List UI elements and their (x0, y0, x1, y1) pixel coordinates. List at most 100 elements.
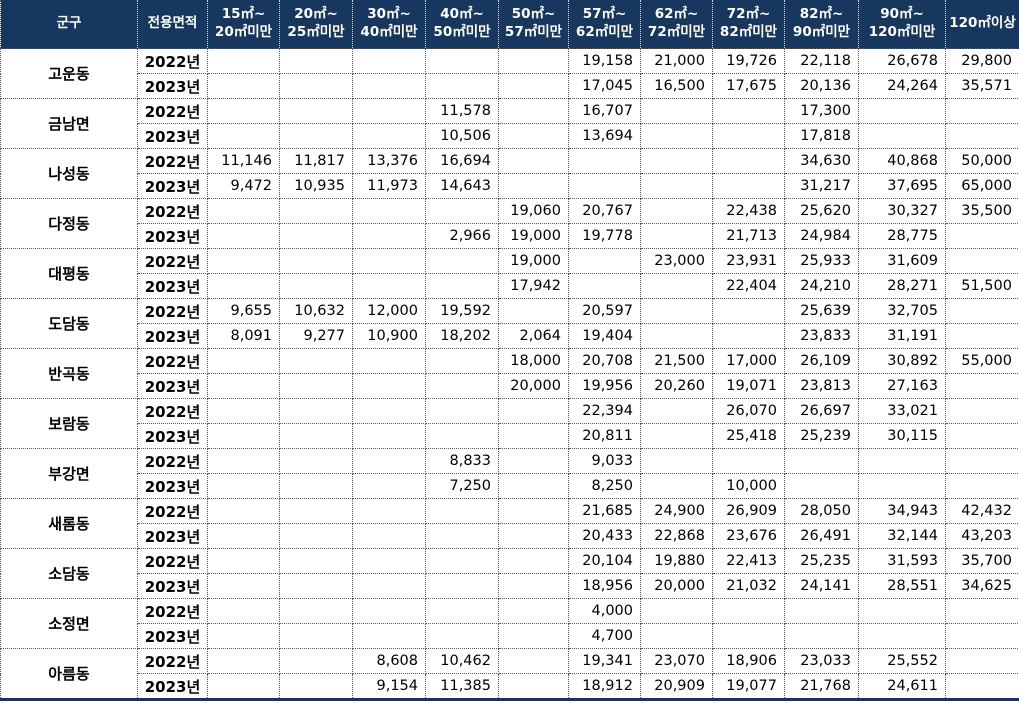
value-cell (946, 99, 1019, 124)
value-cell (946, 299, 1019, 324)
value-cell: 20,767 (569, 199, 641, 224)
value-cell: 11,146 (208, 149, 280, 174)
value-cell: 17,045 (569, 74, 641, 99)
value-cell (208, 199, 280, 224)
value-cell (785, 624, 859, 649)
district-cell: 대평동 (1, 249, 138, 299)
value-cell: 27,163 (859, 374, 946, 399)
value-cell: 4,700 (569, 624, 641, 649)
year-cell: 2022년 (138, 599, 208, 624)
value-cell (208, 574, 280, 599)
year-cell: 2022년 (138, 499, 208, 524)
value-cell (353, 224, 426, 249)
value-cell (859, 599, 946, 624)
value-cell (353, 449, 426, 474)
year-cell: 2022년 (138, 199, 208, 224)
value-cell: 26,491 (785, 524, 859, 549)
value-cell (499, 49, 569, 74)
value-cell: 17,000 (713, 349, 785, 374)
value-cell: 16,500 (641, 74, 713, 99)
value-cell (426, 549, 499, 574)
value-cell: 19,158 (569, 49, 641, 74)
value-cell: 25,620 (785, 199, 859, 224)
value-cell (353, 424, 426, 449)
column-header-range-4: 50㎡~ 57㎡미만 (499, 0, 569, 49)
value-cell: 11,385 (426, 674, 499, 700)
year-cell: 2023년 (138, 574, 208, 599)
value-cell: 4,000 (569, 599, 641, 624)
value-cell: 13,376 (353, 149, 426, 174)
value-cell (426, 574, 499, 599)
value-cell (641, 299, 713, 324)
value-cell: 26,070 (713, 399, 785, 424)
district-cell: 아름동 (1, 649, 138, 700)
value-cell (280, 74, 353, 99)
value-cell: 30,892 (859, 349, 946, 374)
value-cell: 26,109 (785, 349, 859, 374)
value-cell (946, 324, 1019, 349)
value-cell (280, 474, 353, 499)
value-cell: 13,694 (569, 124, 641, 149)
value-cell: 17,675 (713, 74, 785, 99)
value-cell (569, 249, 641, 274)
value-cell (641, 449, 713, 474)
value-cell (641, 424, 713, 449)
column-header-range-2: 30㎡~ 40㎡미만 (353, 0, 426, 49)
value-cell (713, 324, 785, 349)
value-cell: 23,931 (713, 249, 785, 274)
value-cell: 19,341 (569, 649, 641, 674)
value-cell: 31,217 (785, 174, 859, 199)
value-cell (569, 174, 641, 199)
value-cell (499, 449, 569, 474)
value-cell (208, 424, 280, 449)
value-cell (641, 99, 713, 124)
value-cell: 18,912 (569, 674, 641, 700)
value-cell: 22,438 (713, 199, 785, 224)
value-cell: 8,833 (426, 449, 499, 474)
value-cell (499, 574, 569, 599)
value-cell (208, 224, 280, 249)
value-cell: 25,552 (859, 649, 946, 674)
district-cell: 나성동 (1, 149, 138, 199)
district-cell: 소담동 (1, 549, 138, 599)
column-header-range-6: 62㎡~ 72㎡미만 (641, 0, 713, 49)
value-cell (946, 599, 1019, 624)
value-cell (946, 224, 1019, 249)
value-cell (426, 524, 499, 549)
value-cell: 65,000 (946, 174, 1019, 199)
value-cell: 31,593 (859, 549, 946, 574)
value-cell (785, 599, 859, 624)
value-cell (713, 449, 785, 474)
value-cell (208, 674, 280, 700)
value-cell (641, 124, 713, 149)
value-cell: 19,000 (499, 249, 569, 274)
value-cell: 19,060 (499, 199, 569, 224)
value-cell (426, 499, 499, 524)
value-cell (353, 599, 426, 624)
value-cell: 19,077 (713, 674, 785, 700)
value-cell (946, 649, 1019, 674)
value-cell (353, 374, 426, 399)
value-cell (280, 524, 353, 549)
value-cell: 25,933 (785, 249, 859, 274)
value-cell (641, 399, 713, 424)
value-cell: 19,726 (713, 49, 785, 74)
year-cell: 2023년 (138, 474, 208, 499)
year-cell: 2022년 (138, 149, 208, 174)
value-cell: 20,597 (569, 299, 641, 324)
year-cell: 2023년 (138, 424, 208, 449)
value-cell (353, 274, 426, 299)
district-cell: 다정동 (1, 199, 138, 249)
value-cell: 19,880 (641, 549, 713, 574)
year-cell: 2023년 (138, 674, 208, 700)
value-cell (499, 499, 569, 524)
value-cell (280, 49, 353, 74)
year-cell: 2023년 (138, 224, 208, 249)
